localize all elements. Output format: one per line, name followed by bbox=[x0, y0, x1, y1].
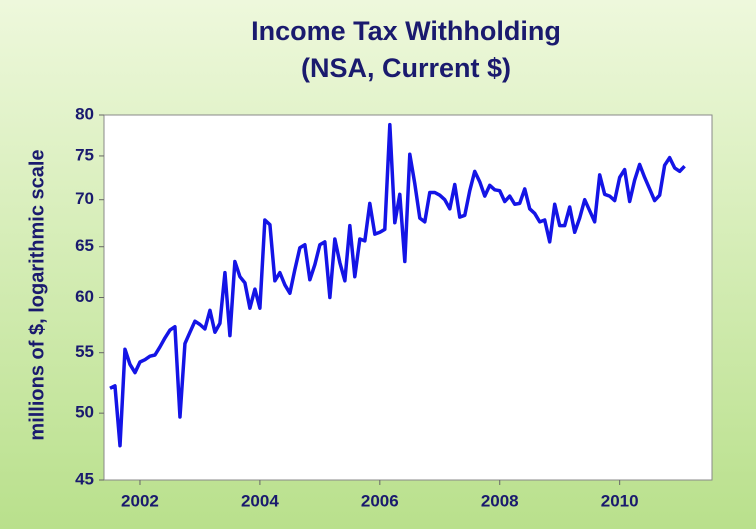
chart-title: Income Tax Withholding bbox=[251, 16, 561, 46]
y-tick-label: 45 bbox=[75, 469, 94, 488]
y-tick-label: 65 bbox=[75, 236, 94, 255]
chart-subtitle: (NSA, Current $) bbox=[301, 53, 511, 83]
x-tick-label: 2008 bbox=[481, 491, 519, 510]
y-tick-label: 55 bbox=[75, 342, 94, 361]
y-tick-label: 60 bbox=[75, 287, 94, 306]
x-tick-label: 2006 bbox=[361, 491, 399, 510]
data-line bbox=[109, 122, 686, 448]
x-tick-label: 2002 bbox=[121, 491, 159, 510]
x-tick-label: 2004 bbox=[241, 491, 279, 510]
y-tick-label: 75 bbox=[75, 145, 94, 164]
y-tick-label: 50 bbox=[75, 403, 94, 422]
y-axis-label: millions of $, logarithmic scale bbox=[26, 149, 48, 440]
y-tick-label: 80 bbox=[75, 104, 94, 123]
x-tick-label: 2010 bbox=[601, 491, 639, 510]
y-tick-label: 70 bbox=[75, 189, 94, 208]
